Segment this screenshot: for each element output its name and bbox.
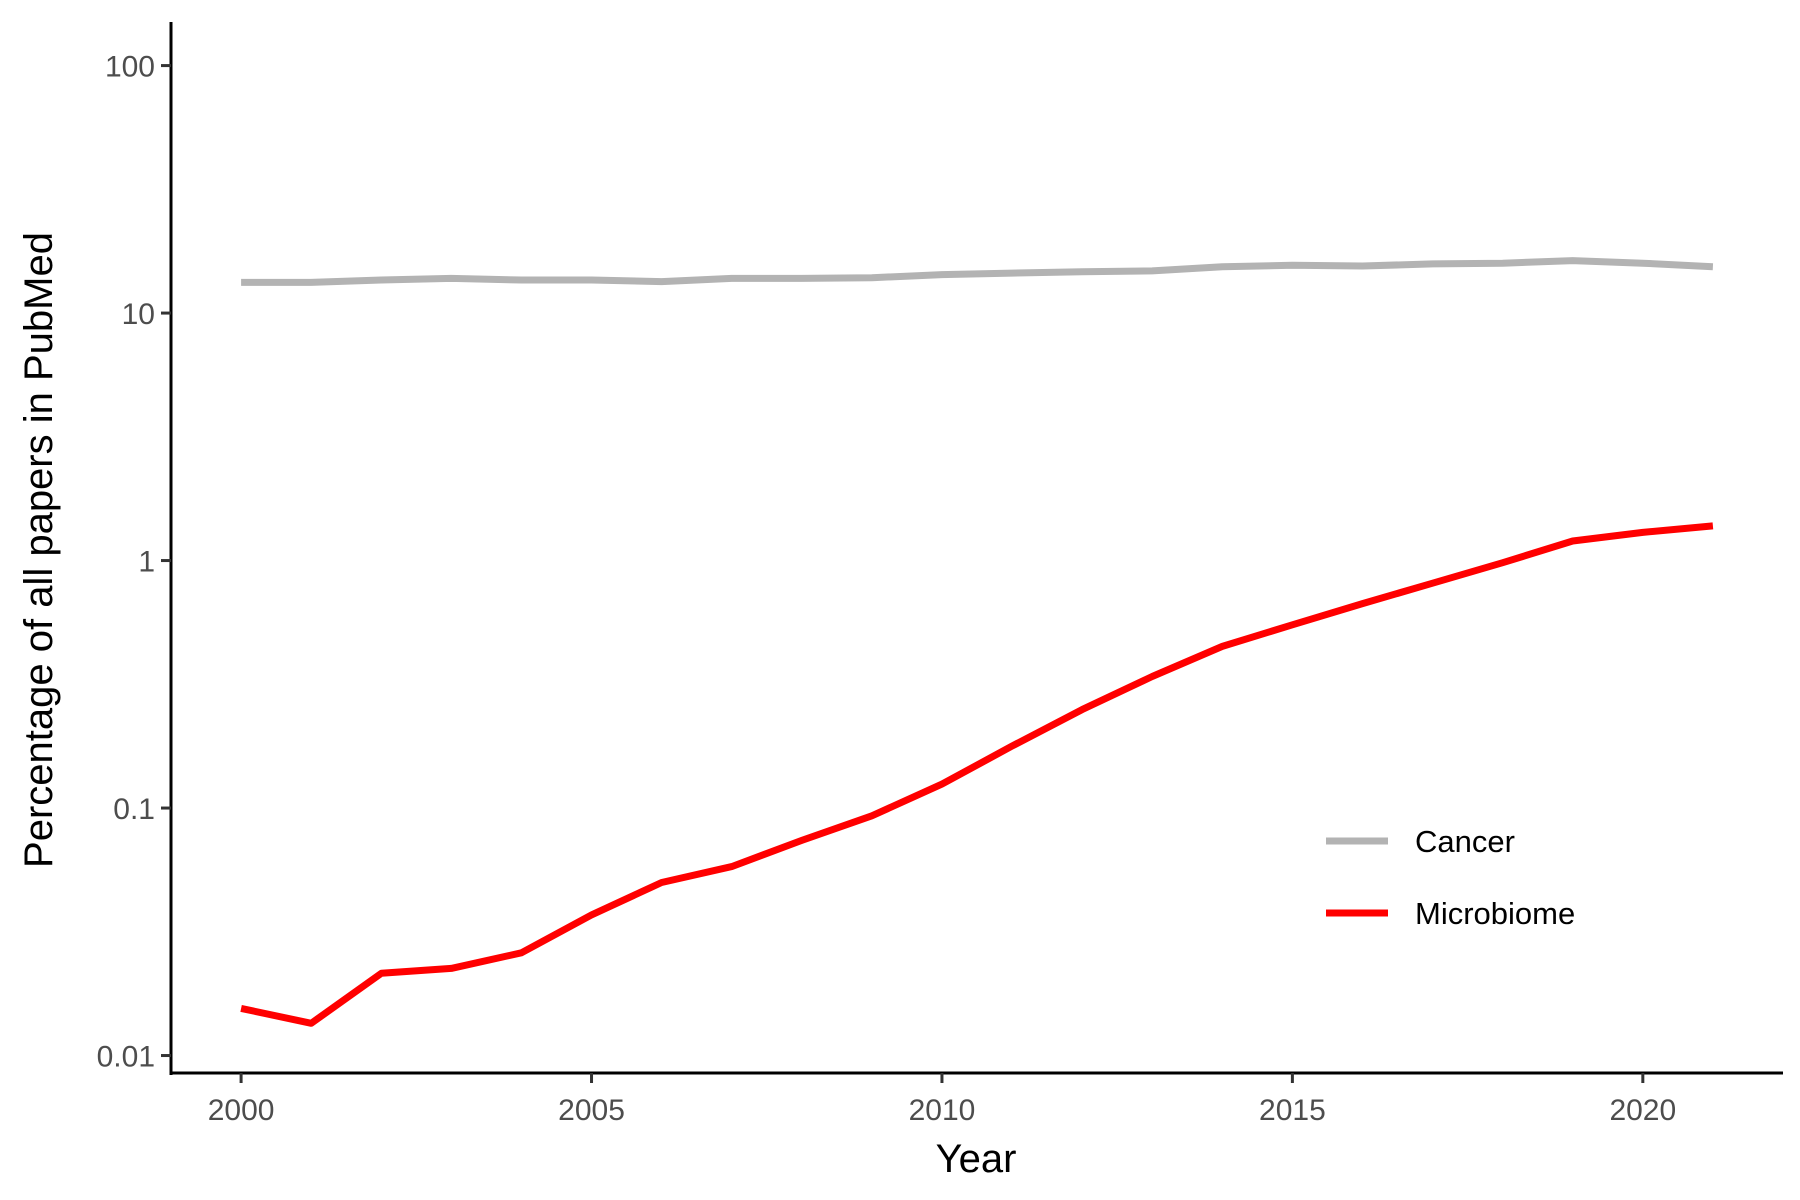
legend-label-microbiome: Microbiome <box>1415 896 1575 931</box>
x-axis-title: Year <box>936 1137 1017 1181</box>
x-tick-label-2020: 2020 <box>1609 1094 1676 1127</box>
y-tick-label-10: 10 <box>122 298 155 331</box>
axes-layer <box>169 22 1783 1075</box>
x-tick-label-2005: 2005 <box>558 1094 625 1127</box>
series-layer <box>240 257 1714 1027</box>
y-tick-label-0.01: 0.01 <box>97 1041 155 1074</box>
y-tick-label-0.1: 0.1 <box>113 793 155 826</box>
y-tick-label-1: 1 <box>138 546 155 579</box>
legend: Cancer Microbiome <box>1326 824 1575 931</box>
series-line-microbiome <box>240 522 1714 1027</box>
y-tick-label-100: 100 <box>105 51 155 84</box>
y-axis-title: Percentage of all papers in PubMed <box>17 232 61 868</box>
x-tick-label-2010: 2010 <box>909 1094 976 1127</box>
series-line-cancer <box>241 257 1714 286</box>
x-tick-label-2000: 2000 <box>208 1094 275 1127</box>
ticks-layer: 2000 2005 2010 2015 2020 0.01 0.1 1 10 100 <box>97 51 1677 1127</box>
legend-label-cancer: Cancer <box>1415 824 1515 859</box>
x-tick-label-2015: 2015 <box>1259 1094 1326 1127</box>
